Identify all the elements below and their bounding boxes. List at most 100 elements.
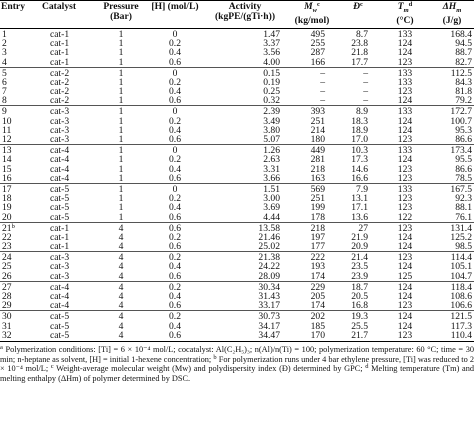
entry-cell: 5 xyxy=(0,66,24,78)
catalyst-cell: cat-3 xyxy=(24,105,94,117)
mw-cell: – xyxy=(288,66,336,78)
catalyst-cell: cat-3 xyxy=(50,124,70,136)
tm-cell: 123 xyxy=(397,202,413,214)
catalyst-cell: cat-1 xyxy=(24,221,94,233)
h-concentration-cell: 0.4 xyxy=(169,291,181,303)
table-row: 4 cat-1 1 0.6 4.00 166 17.7 123 82.7 xyxy=(0,57,474,67)
mw-cell: 251 xyxy=(310,115,325,127)
tm-cell: 124 xyxy=(397,47,413,59)
entry-cell: 31 xyxy=(2,320,12,332)
pressure-cell: 1 xyxy=(94,66,148,78)
h-concentration-cell: 0.6 xyxy=(169,56,181,68)
hm-cell: 106.6 xyxy=(450,300,472,312)
mw-cell: 281 xyxy=(310,154,325,166)
hm-cell: 110.4 xyxy=(430,330,474,342)
hm-cell: 86.6 xyxy=(455,163,472,175)
h-concentration-cell: 0.6 xyxy=(148,330,202,342)
h-concentration-cell: 0.2 xyxy=(169,154,181,166)
mw-cell: 185 xyxy=(310,320,325,332)
catalyst-cell: cat-4 xyxy=(50,300,70,312)
catalyst-cell: cat-1 xyxy=(50,47,70,59)
h-concentration-cell: 0.2 xyxy=(169,231,181,243)
hm-cell: 92.3 xyxy=(455,193,472,205)
table-row: 1 cat-1 1 0 1.47 495 8.7 133 168.4 xyxy=(0,27,474,39)
activity-cell: 1.47 xyxy=(202,27,288,39)
entry-cell: 1 xyxy=(0,27,24,39)
pressure-cell: 1 xyxy=(94,182,148,194)
catalyst-cell: cat-1 xyxy=(50,38,70,50)
mw-cell: 449 xyxy=(288,144,336,156)
h-concentration-cell: 0.2 xyxy=(148,310,202,322)
activity-cell: 30.73 xyxy=(202,310,288,322)
tm-cell: 123 xyxy=(397,172,413,184)
table-row: 14 cat-4 1 0.2 2.63 281 17.3 124 95.5 xyxy=(0,154,474,166)
catalyst-cell: cat-5 xyxy=(50,193,70,205)
activity-cell: 25.02 xyxy=(258,241,280,253)
hm-cell: 121.5 xyxy=(430,310,474,322)
entry-cell: 6 xyxy=(2,76,7,88)
table-row: 25 cat-3 4 0.4 24.22 193 23.5 124 105.1 xyxy=(0,261,474,273)
mw-cell: 218 xyxy=(310,163,325,175)
h-concentration-cell: 0.4 xyxy=(169,261,181,273)
catalyst-cell: cat-5 xyxy=(50,202,70,214)
header-tm: Tmd (°C) xyxy=(380,0,430,29)
table-row: 9 cat-3 1 0 2.39 393 8.9 133 172.7 xyxy=(0,105,474,117)
catalyst-cell: cat-5 xyxy=(50,320,70,332)
dispersity-cell: 23.5 xyxy=(351,261,368,273)
tm-cell: 124 xyxy=(397,261,413,273)
h-concentration-cell: 0.6 xyxy=(169,211,181,223)
mw-cell: 197 xyxy=(310,231,325,243)
footnote-d: Melting temperature (Tm) and melting ent… xyxy=(0,364,474,383)
h-concentration-cell: 0.2 xyxy=(169,115,181,127)
table-row: 15 cat-4 1 0.4 3.31 218 14.6 123 86.6 xyxy=(0,163,474,175)
mw-cell: 163 xyxy=(310,172,325,184)
tm-cell: 133 xyxy=(380,27,430,39)
activity-cell: 0.32 xyxy=(263,95,280,107)
pressure-cell: 1 xyxy=(118,86,124,98)
pressure-cell: 4 xyxy=(94,330,148,342)
h-concentration-cell: 0.2 xyxy=(169,76,181,88)
activity-cell: 34.47 xyxy=(202,330,288,342)
footnote-a: Polymerization conditions: [Ti] = 6 × 10… xyxy=(0,344,474,364)
activity-cell: 2.63 xyxy=(263,154,280,166)
h-concentration-cell: 0 xyxy=(148,66,202,78)
tm-cell: 123 xyxy=(380,221,430,233)
catalyst-cell: cat-4 xyxy=(50,172,70,184)
footnote-b: For polymerization runs under 4 bar ethy… xyxy=(0,354,474,374)
pressure-cell: 1 xyxy=(118,193,124,205)
activity-cell: 30.34 xyxy=(202,280,288,292)
hm-cell: 108.6 xyxy=(450,291,472,303)
h-concentration-cell: 0.6 xyxy=(148,221,202,233)
pressure-cell: 4 xyxy=(118,270,124,282)
pressure-cell: 1 xyxy=(118,202,124,214)
dispersity-cell: 18.9 xyxy=(351,124,368,136)
tm-cell: 133 xyxy=(380,66,430,78)
pressure-cell: 1 xyxy=(118,115,124,127)
table-row: 28 cat-4 4 0.4 31.43 205 20.5 124 108.6 xyxy=(0,291,474,303)
tm-cell: 123 xyxy=(397,56,413,68)
activity-cell: 31.43 xyxy=(258,291,280,303)
pressure-cell: 4 xyxy=(94,221,148,233)
activity-cell: 28.09 xyxy=(258,270,280,282)
dispersity-cell: 7.9 xyxy=(336,182,380,194)
table-row: 27 cat-4 4 0.2 30.34 229 18.7 124 118.4 xyxy=(0,280,474,292)
hm-cell: 84.3 xyxy=(455,76,472,88)
pressure-cell: 4 xyxy=(94,251,148,263)
activity-cell: 1.51 xyxy=(202,182,288,194)
entry-cell: 25 xyxy=(2,261,12,273)
hm-cell: 105.1 xyxy=(450,261,472,273)
table-row: 18 cat-5 1 0.2 3.00 251 13.1 123 92.3 xyxy=(0,193,474,205)
dispersity-cell: 14.6 xyxy=(351,163,368,175)
pressure-cell: 4 xyxy=(118,241,124,253)
dispersity-cell: 17.0 xyxy=(351,134,368,146)
hm-cell: 86.6 xyxy=(455,134,472,146)
entry-cell: 13 xyxy=(0,144,24,156)
mw-cell: 218 xyxy=(288,221,336,233)
hm-cell: 168.4 xyxy=(430,27,474,39)
entry-cell: 10 xyxy=(2,115,12,127)
entry-cell: 19 xyxy=(2,202,12,214)
mw-cell: 569 xyxy=(288,182,336,194)
h-concentration-cell: 0.4 xyxy=(169,202,181,214)
activity-cell: 3.49 xyxy=(263,115,280,127)
table-row: 7 cat-2 1 0.4 0.25 – – 123 81.8 xyxy=(0,86,474,98)
